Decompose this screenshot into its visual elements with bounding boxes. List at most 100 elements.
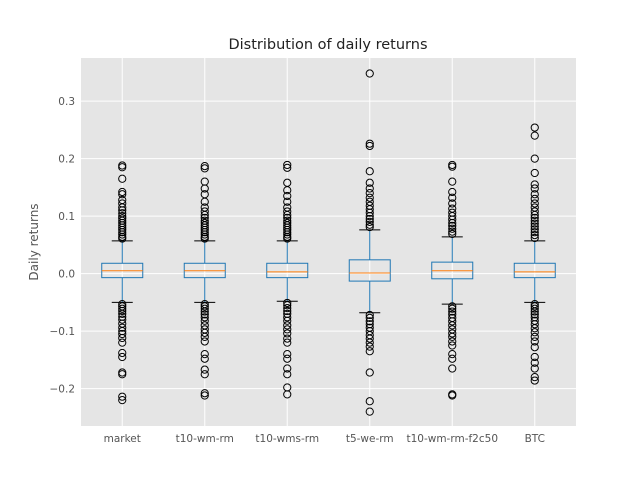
- outlier-point: [283, 191, 292, 201]
- box-group-t10-wms-rm: [266, 160, 309, 399]
- outlier-point: [448, 229, 457, 239]
- outlier-point: [118, 304, 127, 313]
- outlier-point: [283, 316, 292, 325]
- outlier-point: [530, 337, 539, 346]
- outlier-point: [283, 370, 292, 379]
- x-tick-label: t10-wms-rm: [255, 433, 319, 445]
- outlier-point: [530, 190, 539, 199]
- outlier-point: [530, 233, 539, 243]
- y-tick-labels: −0.2 −0.1 0.0 0.1 0.2 0.3: [50, 96, 76, 396]
- outlier-point: [448, 304, 457, 313]
- outlier-point: [200, 389, 209, 398]
- plot-area: [81, 58, 576, 426]
- outlier-point: [448, 162, 457, 171]
- outlier-point: [200, 197, 209, 206]
- y-axis-label: Daily returns: [27, 203, 41, 280]
- y-tick-label: −0.1: [50, 326, 76, 338]
- outlier-point: [530, 310, 539, 319]
- outlier-point: [118, 309, 127, 318]
- outlier-point: [200, 310, 209, 319]
- outlier-point: [365, 397, 374, 406]
- outlier-point: [530, 168, 539, 178]
- outlier-point: [530, 307, 539, 316]
- outlier-point: [530, 328, 539, 337]
- outlier-point: [448, 215, 457, 224]
- outlier-point: [530, 219, 539, 228]
- outlier-point: [448, 224, 457, 233]
- box-group-t10-wm-rm: [183, 162, 226, 400]
- y-tick-label: 0.0: [58, 269, 75, 281]
- outlier-point: [365, 69, 374, 78]
- x-tick-label: t10-wm-rm-f2c50: [406, 433, 498, 445]
- outlier-point: [530, 199, 539, 208]
- outlier-point: [200, 304, 209, 313]
- x-tick-label: market: [104, 433, 141, 445]
- outlier-point: [365, 184, 374, 193]
- outlier-point: [118, 234, 127, 243]
- outlier-point: [530, 210, 539, 220]
- outlier-point: [448, 193, 457, 202]
- outlier-point: [118, 187, 127, 197]
- outlier-point: [118, 338, 127, 347]
- outlier-point: [200, 302, 209, 311]
- outlier-point: [530, 123, 539, 132]
- outlier-point: [365, 334, 374, 343]
- y-tick-label: 0.3: [58, 96, 75, 108]
- outlier-point: [283, 230, 292, 239]
- y-tick-label: −0.2: [50, 384, 76, 396]
- chart-title: Distribution of daily returns: [228, 37, 427, 53]
- outlier-point: [365, 208, 374, 217]
- outlier-point: [365, 313, 374, 322]
- outlier-point: [283, 186, 292, 195]
- box-layer: [101, 69, 556, 416]
- outlier-point: [200, 391, 209, 400]
- outlier-point: [118, 228, 127, 237]
- outlier-point: [118, 306, 127, 316]
- outlier-point: [118, 329, 127, 339]
- outlier-point: [530, 222, 539, 231]
- outlier-point: [365, 342, 374, 351]
- outlier-point: [200, 316, 209, 325]
- outlier-point: [448, 321, 457, 330]
- outlier-point: [118, 396, 127, 405]
- box-group-BTC: [513, 123, 556, 385]
- iqr-box: [513, 262, 556, 279]
- outlier-point: [448, 221, 457, 230]
- outlier-point: [365, 178, 374, 187]
- outlier-point: [200, 354, 209, 363]
- outlier-point: [530, 373, 539, 382]
- outlier-point: [530, 324, 539, 333]
- outlier-point: [365, 167, 374, 176]
- outlier-point: [530, 332, 539, 341]
- outlier-point: [365, 347, 374, 356]
- outlier-point: [283, 306, 292, 316]
- outlier-point: [283, 390, 292, 399]
- outlier-point: [200, 332, 209, 341]
- outlier-point: [365, 139, 374, 148]
- outlier-point: [365, 193, 374, 202]
- outlier-point: [365, 368, 374, 377]
- outlier-point: [118, 163, 127, 172]
- outlier-point: [530, 320, 539, 329]
- outlier-point: [200, 230, 209, 239]
- outlier-point: [530, 216, 539, 225]
- outlier-point: [118, 392, 127, 401]
- outlier-point: [448, 329, 457, 338]
- outlier-point: [200, 370, 209, 379]
- outlier-point: [530, 343, 539, 352]
- outlier-point: [448, 307, 457, 316]
- outlier-point: [283, 304, 292, 313]
- outlier-point: [365, 214, 374, 224]
- outlier-point: [365, 338, 374, 347]
- box-group-market: [101, 161, 144, 405]
- outlier-point: [448, 341, 457, 350]
- outlier-point: [448, 391, 457, 400]
- outlier-point: [200, 207, 209, 216]
- outlier-point: [530, 231, 539, 240]
- outlier-point: [530, 358, 539, 367]
- outlier-point: [283, 325, 292, 334]
- outlier-point: [118, 230, 127, 239]
- outlier-point: [530, 225, 539, 234]
- outlier-point: [118, 348, 127, 358]
- outlier-point: [283, 313, 292, 322]
